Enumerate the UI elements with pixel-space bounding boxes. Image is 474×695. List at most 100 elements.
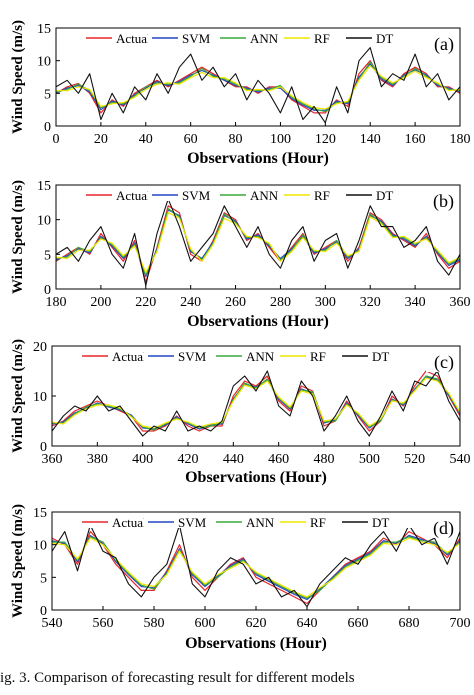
y-tick-label: 0 [44, 120, 51, 135]
chart-panel-3: 540 560 580 600 620 640 660 680 700 0 5 10 15 Observa… [10, 504, 471, 652]
legend-bg [276, 514, 350, 528]
legend: Actual SVM ANN RF DT [82, 187, 416, 203]
x-tick-label: 560 [93, 616, 114, 631]
legend-bg [216, 30, 290, 44]
panel-tag-bg [426, 518, 456, 538]
series-line-rf [52, 377, 460, 429]
x-tick-label: 380 [87, 452, 108, 467]
y-axis-label: Wind Speed (m/s) [10, 180, 26, 294]
legend-label: Actual [116, 31, 151, 46]
series-line-dt [56, 198, 460, 287]
legend-bg [216, 187, 290, 201]
x-tick-label: 180 [450, 132, 471, 147]
x-tick-label: 620 [246, 616, 267, 631]
x-tick-label: 600 [195, 616, 216, 631]
legend: Actual SVM ANN RF DT [78, 348, 412, 364]
legend-bg [148, 187, 222, 201]
series-line-rf [56, 65, 460, 110]
x-tick-label: 660 [348, 616, 369, 631]
legend-bg [144, 514, 218, 528]
x-axis-label: Observations (Hour) [185, 635, 327, 652]
legend-bg [280, 30, 354, 44]
legend-bg [338, 514, 412, 528]
series-line-svm [56, 63, 460, 111]
x-tick-label: 360 [42, 452, 63, 467]
x-tick-label: 20 [94, 132, 108, 147]
y-axis-label: Wind Speed (m/s) [10, 339, 26, 453]
series-line-dt [56, 47, 460, 124]
x-tick-label: 100 [270, 132, 291, 147]
legend-label: RF [314, 31, 330, 46]
x-tick-label: 640 [297, 616, 318, 631]
legend-bg [82, 30, 156, 44]
legend-bg [276, 348, 350, 362]
chart-panel-0: 0 20 40 60 80 100 120 140 160 180 0 5 10 15 Observatio… [10, 20, 471, 167]
chart-panel-2: 360 380 400 420 440 460 480 500 520 540 0 10 20 Obser… [10, 339, 471, 486]
legend-label: DT [376, 31, 393, 46]
y-tick-label: 5 [44, 248, 51, 263]
x-tick-label: 260 [225, 295, 246, 310]
y-tick-label: 15 [33, 506, 47, 521]
x-tick-label: 340 [405, 295, 426, 310]
x-tick-label: 220 [135, 295, 156, 310]
x-tick-label: 160 [405, 132, 426, 147]
y-tick-label: 0 [40, 604, 47, 619]
y-axis-label: Wind Speed (m/s) [10, 20, 26, 134]
panel-tag-bg [426, 34, 456, 54]
legend-label: RF [310, 349, 326, 364]
series-line-ann [56, 208, 460, 276]
y-tick-label: 15 [37, 22, 51, 37]
y-tick-label: 20 [33, 340, 47, 355]
x-tick-label: 80 [229, 132, 243, 147]
x-tick-label: 500 [359, 452, 380, 467]
series-group [56, 47, 460, 124]
series-line-dt [52, 370, 460, 437]
legend-label: DT [372, 349, 389, 364]
y-tick-label: 10 [37, 214, 51, 229]
x-tick-label: 140 [360, 132, 381, 147]
legend-bg [148, 30, 222, 44]
plot-frame [55, 27, 461, 127]
series-line-dt [52, 524, 460, 608]
y-tick-label: 0 [44, 283, 51, 298]
panel-tag: (d) [433, 518, 454, 539]
panel-tag: (c) [434, 352, 454, 373]
y-axis-label: Wind Speed (m/s) [10, 504, 26, 618]
x-tick-label: 280 [270, 295, 291, 310]
plot-frame [55, 184, 461, 290]
x-tick-label: 0 [53, 132, 60, 147]
x-tick-label: 120 [315, 132, 336, 147]
legend-label: RF [314, 188, 330, 203]
legend-bg [144, 348, 218, 362]
legend-bg [342, 187, 416, 201]
legend-label: ANN [246, 349, 275, 364]
x-tick-label: 540 [42, 616, 63, 631]
panel-tag-bg [426, 191, 456, 211]
x-tick-label: 580 [144, 616, 165, 631]
series-line-svm [52, 376, 460, 430]
x-tick-label: 180 [46, 295, 67, 310]
legend-label: SVM [178, 349, 207, 364]
series-group [56, 198, 460, 287]
x-axis-label: Observations (Hour) [187, 150, 329, 167]
series-line-ann [52, 375, 460, 431]
legend-label: Actual [112, 349, 147, 364]
series-group [52, 524, 460, 608]
panel-tag: (b) [433, 191, 454, 212]
panel-tag-bg [426, 352, 456, 372]
series-line-rf [56, 212, 460, 273]
series-line-actual [56, 60, 460, 114]
legend-label: SVM [182, 188, 211, 203]
y-tick-label: 10 [37, 55, 51, 70]
legend-bg [78, 348, 152, 362]
chart-panel-1: 180 200 220 240 260 280 300 320 340 360 0 5 10 15 Obse… [10, 179, 471, 330]
x-tick-label: 360 [450, 295, 471, 310]
y-tick-label: 10 [33, 390, 47, 405]
y-tick-label: 5 [40, 571, 47, 586]
legend-bg [342, 30, 416, 44]
legend-bg [212, 348, 286, 362]
figure-caption: ig. 3. Comparison of forecasting result … [0, 670, 355, 686]
legend-label: ANN [246, 515, 275, 530]
x-axis-label: Observations (Hour) [187, 313, 329, 330]
